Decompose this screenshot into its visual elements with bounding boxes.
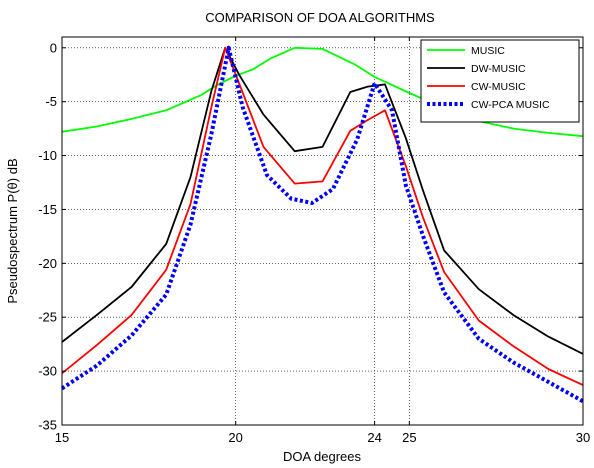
legend-label: CW-MUSIC xyxy=(471,81,526,93)
x-tick-label: 20 xyxy=(228,430,242,445)
series-line-3 xyxy=(61,46,584,386)
y-tick-label: -5 xyxy=(45,94,57,109)
legend-box xyxy=(420,39,580,123)
y-axis-label: Pseudospectrum P(θ) dB xyxy=(5,158,20,303)
series-line-4 xyxy=(60,45,584,404)
legend-label: CW-PCA MUSIC xyxy=(471,99,550,111)
legend: MUSIC DW-MUSIC CW-MUSIC CW-PCA MUSIC xyxy=(420,39,580,123)
y-tick-label: 0 xyxy=(50,40,57,55)
x-tick-label: 15 xyxy=(55,430,69,445)
axis-ticks: 15 20 24 25 30 0 -5 -10 -15 -20 -25 -30 -35 xyxy=(38,37,590,445)
x-axis-label: DOA degrees xyxy=(283,449,362,464)
legend-label: DW-MUSIC xyxy=(471,63,526,75)
legend-label: MUSIC xyxy=(471,45,505,57)
y-tick-label: -15 xyxy=(38,202,57,217)
y-tick-label: -10 xyxy=(38,148,57,163)
y-tick-label: -25 xyxy=(38,310,57,325)
y-tick-label: -20 xyxy=(38,256,57,271)
y-tick-label: -30 xyxy=(38,364,57,379)
x-tick-label: 25 xyxy=(402,430,416,445)
chart-title: COMPARISON OF DOA ALGORITHMS xyxy=(205,10,435,25)
series-line-2 xyxy=(61,46,584,355)
plot-frame xyxy=(61,36,584,426)
x-tick-label: 30 xyxy=(576,430,590,445)
x-tick-label: 24 xyxy=(367,430,381,445)
y-tick-label: -35 xyxy=(38,418,57,433)
